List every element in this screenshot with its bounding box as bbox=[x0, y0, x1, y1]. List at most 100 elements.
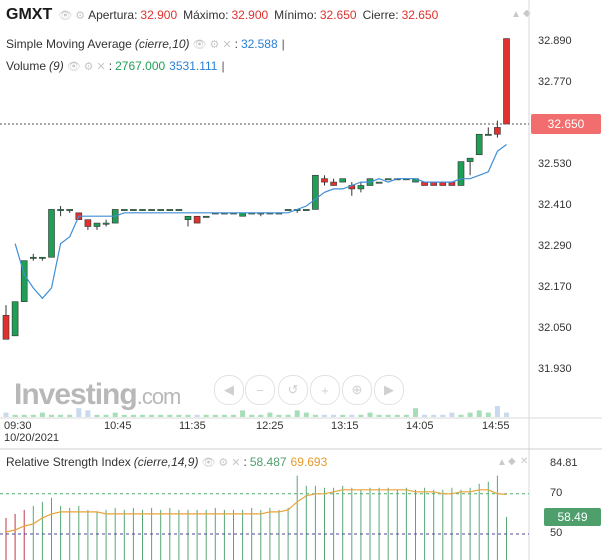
volume-bar bbox=[322, 414, 327, 417]
close-label: Cierre: bbox=[362, 8, 399, 22]
volume-bar bbox=[458, 414, 464, 417]
divider: | bbox=[221, 59, 225, 73]
candle bbox=[93, 222, 101, 230]
eye-icon[interactable]: 👁 bbox=[201, 456, 216, 469]
volume-bar bbox=[267, 412, 273, 417]
triangle-icon[interactable]: ▲ bbox=[511, 9, 521, 20]
rsi-legend: Relative Strength Index (cierre,14,9) 👁 … bbox=[6, 452, 327, 472]
volume-legend: Volume (9) 👁 ⚙ ✕ : 2767.000 3531.111 | bbox=[6, 56, 225, 76]
ticker-symbol: GMXT bbox=[6, 6, 53, 23]
gear-icon[interactable]: ⚙ bbox=[209, 38, 220, 51]
volume-bar bbox=[312, 414, 318, 417]
price-tick-label: 32.770 bbox=[538, 76, 572, 88]
candle bbox=[166, 209, 174, 211]
close-icon[interactable]: ✕ bbox=[520, 456, 529, 467]
volume-bar bbox=[158, 414, 164, 417]
candle bbox=[148, 209, 155, 211]
volume-bar bbox=[340, 414, 346, 417]
rsi-chart[interactable] bbox=[0, 450, 602, 560]
volume-bar bbox=[176, 414, 182, 417]
candle bbox=[11, 301, 19, 337]
zoom-in-button[interactable]: + bbox=[310, 375, 340, 405]
volume-bar bbox=[249, 414, 255, 417]
sma-line bbox=[14, 144, 507, 300]
drop-icon[interactable]: ◆ bbox=[508, 456, 516, 467]
volume-value-2: 3531.111 bbox=[169, 59, 218, 73]
zoom-reset-button[interactable]: ↺ bbox=[278, 375, 308, 405]
high-label: Máximo: bbox=[183, 8, 229, 22]
sma-params: (cierre,10) bbox=[134, 37, 190, 51]
candle bbox=[2, 305, 10, 340]
candle bbox=[20, 260, 28, 302]
volume-bar bbox=[39, 412, 45, 417]
candle bbox=[284, 209, 292, 211]
volume-bar bbox=[367, 412, 373, 417]
sma-legend: Simple Moving Average (cierre,10) 👁 ⚙ ✕ … bbox=[6, 34, 285, 54]
volume-bar bbox=[476, 410, 482, 417]
candle bbox=[339, 178, 347, 183]
candle bbox=[175, 209, 183, 211]
volume-value-1: 2767.000 bbox=[115, 59, 166, 73]
volume-bar bbox=[240, 410, 246, 417]
sma-value: 32.588 bbox=[240, 37, 278, 51]
volume-bar bbox=[121, 414, 127, 417]
candle bbox=[494, 120, 501, 138]
high-value: 32.900 bbox=[231, 8, 269, 22]
gear-icon[interactable]: ⚙ bbox=[75, 9, 86, 22]
volume-bar bbox=[467, 412, 473, 417]
close-icon[interactable]: ✕ bbox=[222, 38, 232, 51]
price-tick-label: 32.410 bbox=[538, 199, 572, 211]
volume-bar bbox=[485, 412, 491, 417]
time-tick-label: 14:55 bbox=[482, 420, 510, 432]
candle bbox=[384, 178, 392, 181]
volume-bar bbox=[3, 412, 9, 417]
volume-bar bbox=[103, 414, 109, 417]
close-value: 32.650 bbox=[401, 8, 439, 22]
candle bbox=[375, 181, 383, 184]
colon-separator: : bbox=[108, 59, 113, 73]
candle bbox=[475, 133, 483, 156]
close-icon[interactable]: ✕ bbox=[231, 456, 241, 469]
time-tick-label: 11:35 bbox=[179, 420, 206, 432]
triangle-icon[interactable]: ▲ bbox=[497, 457, 507, 468]
gear-icon[interactable]: ⚙ bbox=[218, 456, 229, 469]
candle bbox=[503, 38, 510, 125]
zoom-out-button[interactable]: − bbox=[245, 375, 275, 405]
price-chart[interactable] bbox=[0, 0, 602, 450]
candle bbox=[139, 209, 146, 211]
candle bbox=[102, 219, 110, 227]
close-icon[interactable]: ✕ bbox=[96, 60, 106, 73]
rsi-label: Relative Strength Index bbox=[6, 455, 131, 469]
volume-bar bbox=[504, 412, 509, 417]
watermark-brand: Investing bbox=[14, 378, 138, 411]
volume-bar bbox=[403, 414, 409, 417]
rsi-tick-label: 84.81 bbox=[550, 457, 578, 469]
colon-separator: : bbox=[234, 37, 238, 51]
candle bbox=[184, 215, 192, 227]
volume-bar bbox=[21, 414, 27, 417]
volume-bar bbox=[440, 414, 446, 417]
volume-bar bbox=[431, 414, 437, 417]
candle bbox=[357, 182, 365, 193]
eye-icon[interactable]: 👁 bbox=[58, 9, 73, 22]
volume-bar bbox=[112, 412, 118, 417]
fit-button[interactable]: ⊕ bbox=[342, 375, 372, 405]
price-tick-label: 32.170 bbox=[538, 281, 572, 293]
time-tick-label: 10:45 bbox=[104, 420, 132, 432]
scroll-right-button[interactable]: ▶ bbox=[374, 375, 404, 405]
low-label: Mínimo: bbox=[274, 8, 317, 22]
volume-bar bbox=[258, 414, 264, 417]
candle bbox=[121, 209, 128, 211]
time-tick-label: 13:15 bbox=[331, 420, 359, 432]
open-label: Apertura: bbox=[88, 8, 138, 22]
gear-icon[interactable]: ⚙ bbox=[83, 60, 94, 73]
volume-bar bbox=[303, 412, 309, 417]
colon-separator: : bbox=[243, 455, 247, 469]
time-tick-label: 09:30 bbox=[4, 420, 32, 432]
eye-icon[interactable]: 👁 bbox=[192, 38, 207, 51]
eye-icon[interactable]: 👁 bbox=[66, 60, 81, 73]
scroll-left-button[interactable]: ◀ bbox=[214, 375, 244, 405]
drop-icon[interactable]: ◆ bbox=[523, 8, 531, 19]
volume-bar bbox=[231, 414, 236, 417]
volume-bar bbox=[376, 414, 382, 417]
